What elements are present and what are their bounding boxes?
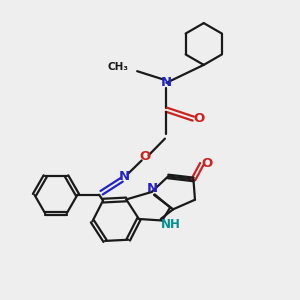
Text: NH: NH	[160, 218, 181, 231]
Text: N: N	[118, 170, 130, 183]
Text: N: N	[147, 182, 158, 195]
Text: O: O	[202, 157, 213, 170]
Text: O: O	[194, 112, 205, 124]
Text: CH₃: CH₃	[107, 62, 128, 72]
Text: O: O	[139, 150, 151, 164]
Text: N: N	[161, 76, 172, 89]
